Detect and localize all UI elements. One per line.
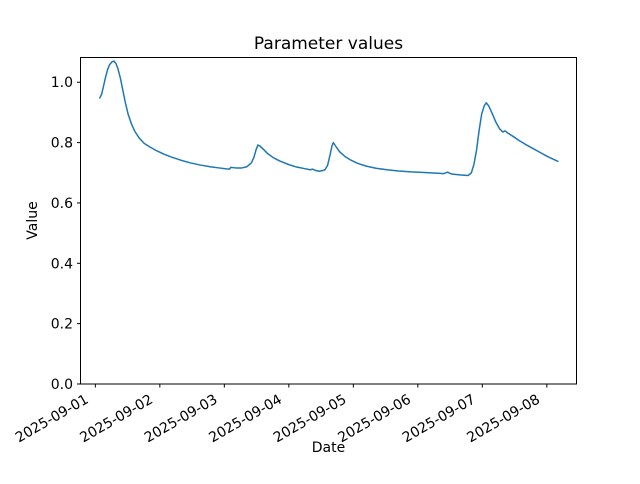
y-tick-label: 1.0 [51, 75, 73, 91]
y-tick-label: 0.8 [51, 136, 73, 152]
x-axis-label: Date [312, 440, 345, 456]
y-tick-label: 0.4 [51, 256, 73, 272]
data-series-group [99, 60, 559, 177]
y-tick-label: 0.6 [51, 196, 73, 212]
chart-title: Parameter values [254, 34, 403, 54]
axes-frame [80, 57, 577, 385]
data-line-parameter [99, 60, 559, 177]
y-axis-ticks: 0.0 0.2 0.4 0.6 0.8 1.0 [51, 75, 81, 393]
y-tick-label: 0.0 [51, 377, 73, 393]
y-tick-label: 0.2 [51, 317, 73, 333]
y-axis-label: Value [25, 201, 41, 239]
